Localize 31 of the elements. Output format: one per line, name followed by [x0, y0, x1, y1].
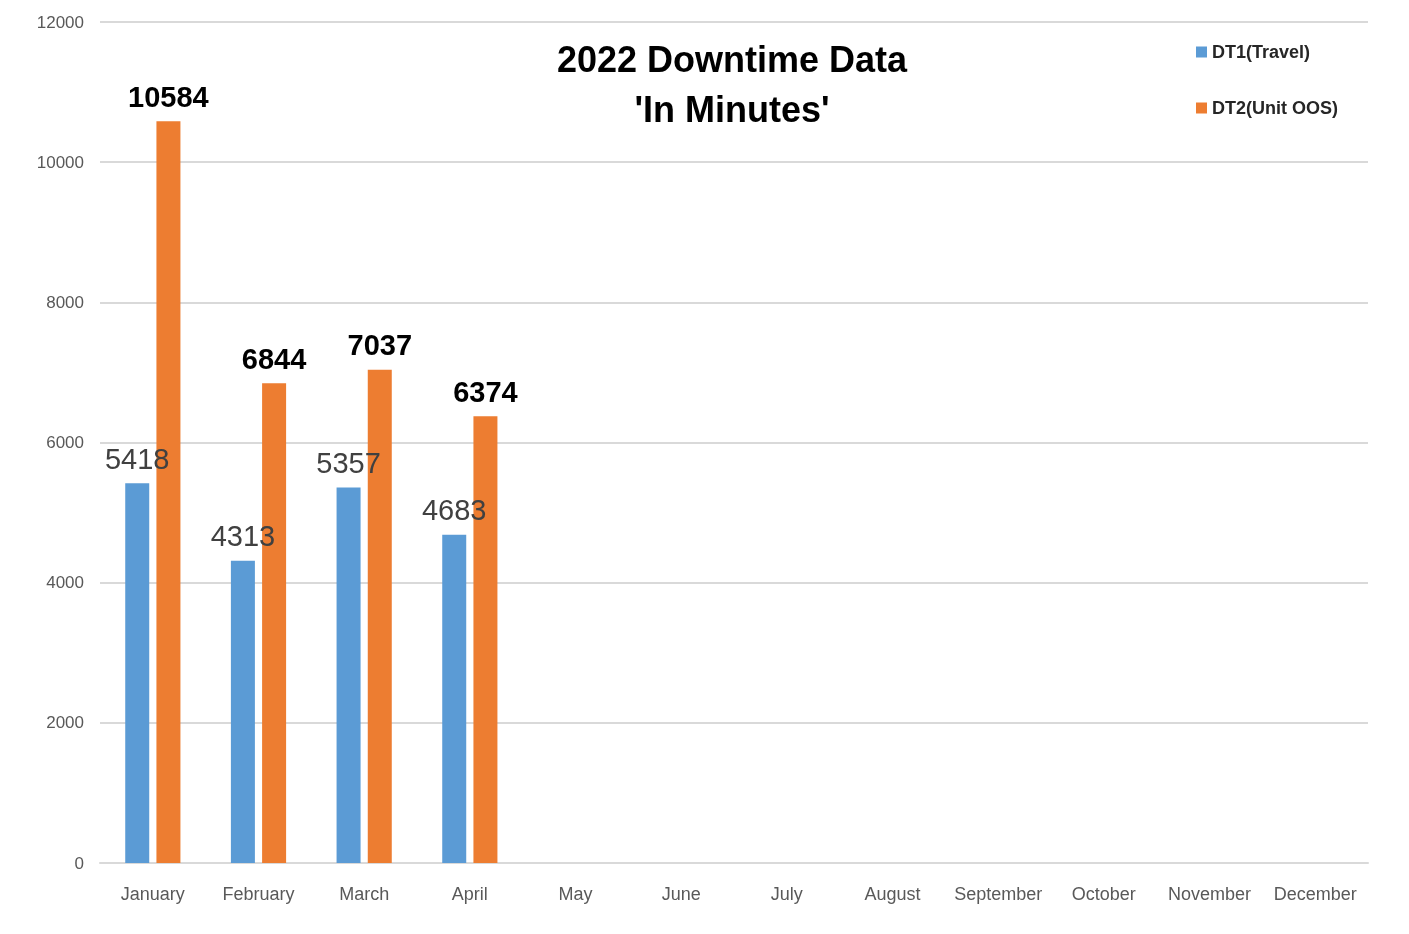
bar: [125, 483, 150, 863]
bar: [336, 487, 361, 863]
y-tick-label: 0: [74, 853, 84, 873]
x-tick-label: April: [451, 884, 488, 904]
bar: [230, 560, 255, 863]
y-tick-label: 6000: [46, 433, 84, 452]
x-tick-label: February: [222, 884, 295, 904]
x-tick-label: June: [661, 884, 701, 904]
x-tick-label: May: [558, 884, 593, 904]
data-label: 7037: [347, 329, 413, 362]
y-tick-label: 4000: [46, 573, 84, 593]
y-tick-label: 8000: [46, 292, 84, 312]
legend-label: DT1(Travel): [1212, 42, 1311, 62]
x-tick-label: October: [1071, 884, 1136, 904]
x-tick-label: January: [120, 884, 185, 904]
data-label: 6844: [241, 342, 307, 375]
y-tick-label: 12000: [36, 12, 84, 32]
legend-label: DT2(Unit OOS): [1212, 98, 1339, 118]
x-tick-label: December: [1273, 884, 1357, 904]
bar: [442, 534, 467, 863]
text: 'In Minutes': [634, 88, 830, 130]
x-tick-label: March: [339, 884, 390, 904]
y-tick-label: 2000: [46, 713, 84, 733]
x-tick-label: August: [864, 884, 921, 904]
text: 2022 Downtime Data: [556, 38, 909, 80]
x-tick-label: November: [1167, 884, 1252, 904]
y-tick-label: 10000: [36, 152, 84, 172]
data-label: 6374: [453, 375, 518, 408]
x-tick-label: September: [954, 884, 1043, 904]
data-label: 10584: [128, 80, 209, 113]
x-tick-label: July: [770, 884, 803, 904]
